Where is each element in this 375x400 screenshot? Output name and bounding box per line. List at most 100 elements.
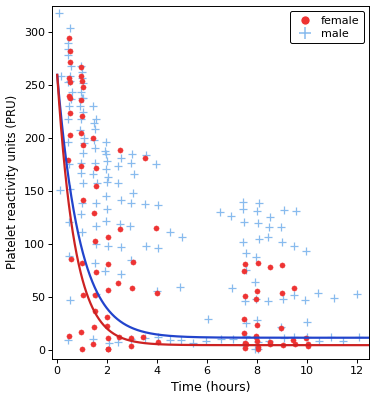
Point bbox=[78, 130, 84, 136]
Point bbox=[115, 339, 121, 345]
Y-axis label: Platelet reactivity units (PRU): Platelet reactivity units (PRU) bbox=[6, 95, 18, 269]
Point bbox=[155, 245, 161, 251]
Point bbox=[190, 340, 196, 346]
Point bbox=[104, 151, 110, 157]
Point bbox=[105, 234, 111, 240]
Point bbox=[179, 234, 185, 240]
Point bbox=[91, 210, 97, 216]
Point bbox=[316, 337, 322, 344]
Point bbox=[92, 260, 98, 266]
Point bbox=[128, 334, 134, 341]
Point bbox=[256, 200, 262, 206]
Point bbox=[255, 339, 261, 346]
Point bbox=[267, 340, 273, 347]
Point bbox=[79, 94, 85, 101]
Point bbox=[305, 341, 311, 347]
Point bbox=[281, 335, 287, 341]
Point bbox=[92, 145, 98, 151]
Point bbox=[241, 316, 247, 322]
Point bbox=[128, 343, 134, 349]
Point bbox=[328, 334, 334, 341]
Point bbox=[254, 338, 260, 344]
Point bbox=[103, 166, 109, 172]
Point bbox=[242, 340, 248, 346]
Point bbox=[92, 292, 98, 298]
Point bbox=[80, 80, 86, 87]
Point bbox=[267, 213, 273, 220]
Point bbox=[253, 334, 259, 340]
Point bbox=[106, 340, 112, 347]
Point bbox=[90, 341, 96, 347]
Point bbox=[118, 155, 124, 161]
Point bbox=[80, 150, 86, 156]
Point bbox=[66, 75, 72, 81]
Point bbox=[105, 335, 111, 341]
Point bbox=[128, 336, 134, 342]
Point bbox=[90, 135, 96, 142]
Point bbox=[293, 208, 299, 215]
Point bbox=[65, 40, 71, 46]
Point bbox=[278, 224, 284, 230]
Point bbox=[81, 292, 87, 298]
Point bbox=[356, 334, 362, 340]
Point bbox=[104, 206, 110, 212]
Point bbox=[90, 171, 96, 177]
Point bbox=[105, 174, 111, 180]
Point bbox=[255, 346, 261, 352]
Point bbox=[340, 338, 346, 344]
Point bbox=[93, 269, 99, 275]
Point bbox=[253, 296, 259, 302]
Point bbox=[117, 226, 123, 233]
Point bbox=[78, 63, 84, 69]
Point bbox=[253, 253, 259, 260]
Point bbox=[93, 291, 99, 298]
Point bbox=[228, 213, 234, 220]
Point bbox=[67, 110, 73, 116]
Point bbox=[242, 345, 248, 352]
Point bbox=[166, 337, 172, 343]
Point bbox=[117, 147, 123, 153]
Point bbox=[354, 290, 360, 297]
Point bbox=[66, 92, 72, 99]
Point bbox=[240, 239, 246, 245]
Point bbox=[254, 208, 260, 214]
Point bbox=[77, 103, 83, 109]
Point bbox=[81, 135, 87, 141]
Point bbox=[79, 113, 85, 119]
Point bbox=[105, 260, 111, 267]
Point bbox=[142, 152, 148, 158]
Point bbox=[240, 341, 246, 348]
Point bbox=[243, 250, 249, 256]
Point bbox=[67, 132, 73, 138]
Point bbox=[242, 260, 248, 267]
Point bbox=[303, 248, 309, 255]
Point bbox=[58, 72, 64, 79]
Point bbox=[130, 171, 136, 177]
Point bbox=[116, 334, 122, 340]
Point bbox=[129, 200, 135, 206]
Point bbox=[304, 318, 310, 325]
Point bbox=[217, 208, 223, 215]
Point bbox=[78, 329, 84, 335]
Point bbox=[68, 63, 74, 70]
Point bbox=[128, 256, 134, 263]
Point bbox=[305, 342, 311, 349]
Point bbox=[104, 323, 110, 330]
Point bbox=[105, 346, 111, 352]
Point bbox=[265, 298, 271, 304]
Point bbox=[255, 344, 261, 351]
Point bbox=[253, 296, 259, 302]
Point bbox=[241, 268, 247, 274]
Point bbox=[303, 335, 309, 341]
Point bbox=[105, 243, 111, 250]
Point bbox=[67, 48, 73, 54]
Point bbox=[93, 116, 99, 122]
Point bbox=[302, 297, 308, 303]
Point bbox=[67, 25, 73, 32]
Point bbox=[104, 179, 110, 185]
Point bbox=[155, 334, 161, 340]
Point bbox=[102, 268, 108, 274]
Point bbox=[177, 337, 183, 343]
Point bbox=[80, 95, 86, 102]
Point bbox=[68, 256, 74, 262]
